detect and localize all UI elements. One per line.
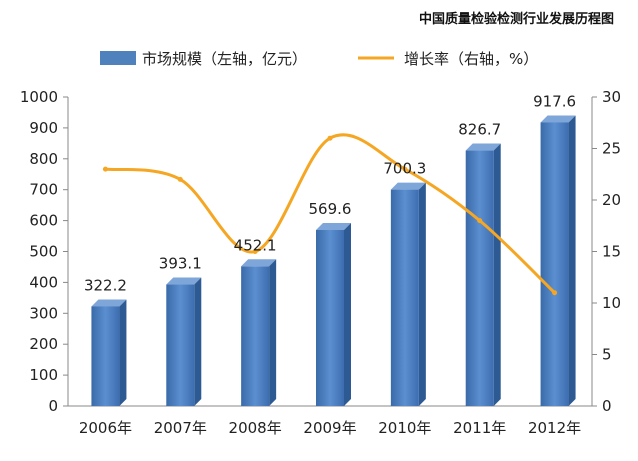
y-left-tick-label: 200: [29, 335, 58, 353]
x-tick-label: 2011年: [453, 419, 506, 437]
bar: [390, 182, 426, 406]
y-left-tick-label: 900: [29, 119, 58, 137]
bar-top-face: [390, 182, 426, 190]
x-tick-label: 2010年: [378, 419, 431, 437]
bar-front-face: [316, 229, 344, 406]
y-left-tick-label: 400: [29, 273, 58, 291]
bar-data-label: 826.7: [458, 121, 501, 139]
data-labels: 322.2 393.1 452.1 569.6 700.3 826.7 917.6: [84, 92, 576, 294]
y-right-tick-label: 5: [602, 346, 612, 364]
growth-line-point: [402, 166, 408, 172]
y-right-tick-label: 15: [602, 243, 621, 261]
y-left-tick-label: 0: [48, 397, 58, 415]
bar-front-face: [241, 266, 270, 406]
bar-side-face: [568, 115, 576, 406]
bar-front-face: [540, 122, 569, 406]
bar-top-face: [465, 143, 501, 151]
bar: [91, 299, 127, 406]
growth-line-point: [327, 135, 333, 141]
bar-front-face: [166, 284, 195, 406]
bar-side-face: [269, 259, 277, 406]
bar-data-label: 917.6: [533, 92, 576, 110]
bar-side-face: [493, 143, 501, 407]
growth-line-point: [252, 249, 258, 254]
bar: [465, 143, 501, 407]
bar-side-face: [194, 277, 202, 406]
bar: [540, 115, 576, 406]
x-tick-label: 2007年: [154, 419, 207, 437]
y-left-tick-label: 100: [29, 366, 58, 384]
bar: [166, 277, 202, 406]
x-tick-label: 2008年: [229, 419, 282, 437]
bar-data-label: 569.6: [309, 200, 352, 218]
bar-data-label: 700.3: [383, 160, 426, 178]
bar-front-face: [91, 306, 120, 406]
bar: [316, 222, 351, 406]
y-left-tick-label: 1000: [20, 88, 58, 106]
y-left-tick-label: 800: [29, 150, 58, 168]
growth-line-point: [477, 218, 483, 224]
bar-top-face: [166, 277, 202, 285]
legend-bar-label: 市场规模（左轴，亿元）: [142, 50, 307, 68]
y-right-tick-label: 30: [602, 88, 621, 106]
bar-side-face: [344, 222, 351, 406]
growth-line: [102, 133, 558, 296]
x-tick-label: 2012年: [528, 419, 581, 437]
bar-data-label: 452.1: [234, 236, 277, 254]
x-tick-label: 2009年: [303, 419, 356, 437]
growth-line-point: [177, 176, 183, 182]
growth-line-point: [552, 290, 558, 296]
page-title: 中国质量检验检测行业发展历程图: [418, 12, 614, 27]
bar-front-face: [465, 150, 494, 406]
bar-front-face: [390, 189, 419, 406]
bar-side-face: [119, 299, 127, 406]
y-left-tick-label: 300: [29, 304, 58, 322]
bars: [91, 115, 576, 407]
bar-data-label: 322.2: [84, 276, 127, 294]
y-right-tick-label: 25: [602, 140, 621, 158]
y-right-tick-label: 0: [602, 397, 612, 415]
y-left-tick-label: 500: [29, 243, 58, 261]
bar-data-label: 393.1: [159, 255, 202, 273]
legend-line-label: 增长率（右轴，%）: [404, 50, 538, 68]
y-right-tick-label: 20: [602, 191, 621, 209]
bar: [241, 259, 277, 406]
bar-top-face: [91, 299, 127, 307]
x-tick-label: 2006年: [79, 419, 132, 437]
legend: 市场规模（左轴，亿元） 增长率（右轴，%）: [100, 50, 538, 68]
bar-top-face: [316, 222, 351, 230]
y-left-tick-label: 600: [29, 212, 58, 230]
legend-bar-swatch: [100, 51, 136, 65]
bar-top-face: [540, 115, 576, 123]
growth-line-point: [102, 166, 108, 172]
bar-side-face: [418, 182, 426, 406]
y-right-tick-label: 10: [602, 294, 621, 312]
bar-top-face: [241, 259, 277, 267]
y-left-tick-label: 700: [29, 181, 58, 199]
